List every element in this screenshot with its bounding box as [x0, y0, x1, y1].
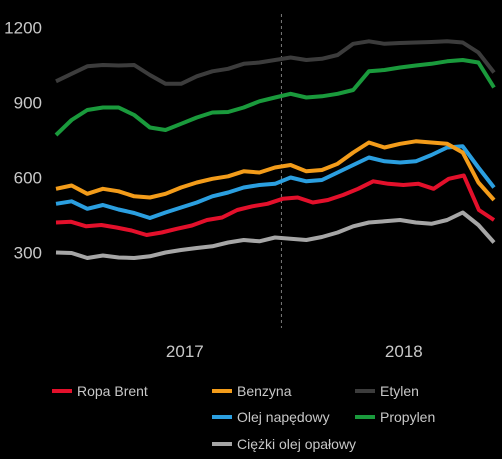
legend-label: Propylen	[380, 409, 435, 425]
series-layer	[54, 39, 496, 260]
y-tick-label: 600	[14, 169, 42, 188]
legend-label: Olej napędowy	[237, 409, 330, 425]
y-tick-label: 300	[14, 244, 42, 263]
legend: Ropa Brent Benzyna Etylen Olej napędowy Prop…	[52, 383, 435, 452]
x-tick-label: 2018	[385, 342, 423, 361]
y-tick-label: 900	[14, 94, 42, 113]
y-axis: 300 600 900 1200	[4, 19, 42, 263]
series-line-olej-nap-dowy	[55, 144, 496, 220]
x-axis: 2017 2018	[166, 342, 423, 361]
series-line-ropa-brent	[55, 173, 496, 237]
series-line-propylen	[54, 58, 496, 137]
series-line-ci-ki-olej-opa-owy	[55, 210, 496, 260]
x-tick-label: 2017	[166, 342, 204, 361]
series-line-etylen	[55, 39, 496, 86]
legend-label: Benzyna	[237, 383, 292, 399]
legend-label: Etylen	[380, 383, 419, 399]
legend-label: Ropa Brent	[77, 383, 148, 399]
y-tick-label: 1200	[4, 19, 42, 38]
series-line-benzyna	[55, 139, 496, 202]
legend-label: Ciężki olej opałowy	[237, 436, 356, 452]
